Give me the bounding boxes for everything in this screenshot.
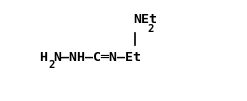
Text: NEt: NEt <box>133 13 157 26</box>
Text: 2: 2 <box>49 60 55 70</box>
Text: 2: 2 <box>147 24 153 34</box>
Text: N—NH—C═N—Et: N—NH—C═N—Et <box>53 51 142 64</box>
Text: H: H <box>40 51 47 64</box>
